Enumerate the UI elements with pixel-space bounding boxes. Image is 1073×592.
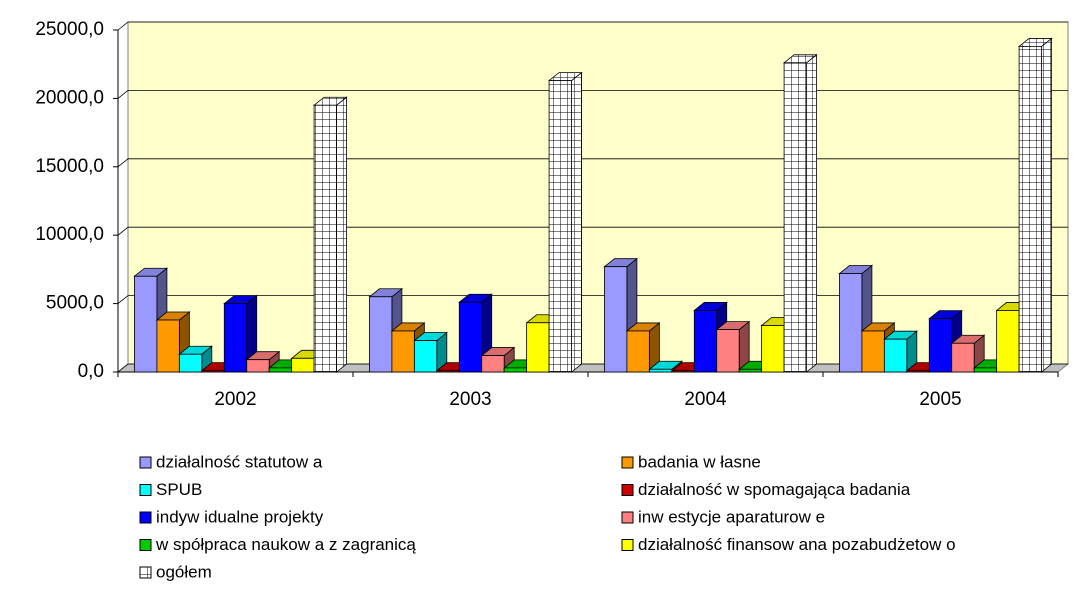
grid-line — [117, 90, 1068, 99]
plot-wall — [127, 21, 1069, 365]
bar — [413, 331, 448, 373]
bar-front — [604, 266, 628, 373]
bar-front — [391, 330, 415, 373]
bar-front — [413, 340, 438, 373]
bar-front — [458, 301, 483, 373]
bar — [1017, 37, 1053, 373]
bar-front — [134, 275, 158, 373]
legend-label: SPUB — [156, 480, 202, 499]
legend-swatch — [621, 511, 634, 524]
legend-swatch — [621, 484, 634, 496]
bar-front — [783, 62, 807, 373]
legend-label: inw estycje aparaturow e — [638, 507, 825, 526]
bar-side — [571, 71, 582, 373]
bar-front — [436, 370, 460, 373]
bar — [458, 293, 493, 373]
bar-side — [806, 53, 817, 373]
legend-label: działalność w spomagająca badania — [638, 480, 911, 499]
bar-front — [716, 329, 740, 373]
bar-front — [693, 310, 718, 373]
bar-front — [928, 318, 953, 373]
legend-swatch — [139, 511, 152, 524]
bar-front — [223, 303, 248, 373]
bar-front — [201, 370, 225, 373]
legend-label: ogółem — [156, 562, 212, 581]
legend-label: badania w łasne — [638, 452, 761, 471]
grid-line — [117, 295, 1068, 304]
bar — [223, 294, 258, 373]
grid-line — [117, 21, 1068, 31]
bar-front — [503, 367, 528, 373]
legend-label: działalność statutow a — [156, 452, 323, 471]
bar-front — [1018, 46, 1042, 373]
bar — [133, 267, 169, 373]
bar — [155, 311, 191, 373]
legend-label: działalność finansow ana pozabudżetow o — [638, 535, 956, 554]
y-tick-label: 5000,0 — [46, 293, 104, 314]
y-tick-label: 15000,0 — [35, 156, 104, 177]
bar-front — [671, 370, 695, 373]
legend-swatch — [139, 484, 152, 496]
bar — [883, 330, 918, 373]
bar-front — [313, 104, 337, 373]
bar-front — [626, 330, 650, 373]
y-tick-label: 10000,0 — [35, 224, 104, 245]
bar-side — [336, 96, 347, 373]
grid-line — [117, 226, 1068, 236]
bar-front — [738, 368, 763, 373]
bar-front — [481, 355, 505, 373]
legend-swatch — [139, 539, 152, 551]
legend-swatch — [139, 566, 152, 579]
legend-swatch — [139, 456, 152, 469]
x-tick-label: 2005 — [919, 389, 961, 410]
bar-front — [951, 342, 975, 373]
bar-front — [246, 359, 270, 373]
bar — [547, 71, 583, 373]
x-tick-label: 2004 — [684, 389, 727, 410]
bar-front — [526, 322, 550, 373]
legend-label: w spółpraca naukow a z zagranicą — [155, 535, 416, 554]
x-tick-label: 2003 — [449, 389, 491, 410]
bar-front — [648, 368, 673, 373]
bar-front — [996, 310, 1020, 373]
bar-front — [178, 353, 203, 373]
bar-front — [156, 319, 180, 373]
bar-front — [548, 80, 572, 373]
bar-front — [883, 338, 908, 373]
bar-front — [291, 357, 315, 373]
grid-line — [117, 158, 1068, 168]
bar-front — [761, 325, 785, 373]
y-tick-label: 20000,0 — [35, 87, 104, 108]
bar — [782, 53, 818, 373]
x-tick-label: 2002 — [214, 389, 256, 410]
y-tick-label: 25000,0 — [35, 19, 104, 40]
bar-front — [268, 367, 293, 373]
bar-front — [973, 367, 998, 373]
legend-swatch — [621, 539, 634, 551]
bar-front — [369, 296, 393, 373]
bar-front — [839, 273, 863, 373]
bar-front — [861, 330, 885, 373]
y-tick-label: 0,0 — [78, 361, 104, 382]
bar — [625, 322, 661, 373]
legend-swatch — [621, 456, 634, 469]
bar-side — [1041, 37, 1052, 373]
bar — [715, 320, 751, 373]
bar — [312, 96, 348, 373]
bar-front — [906, 370, 930, 373]
legend-label: indyw idualne projekty — [156, 507, 324, 526]
bar — [178, 345, 213, 373]
